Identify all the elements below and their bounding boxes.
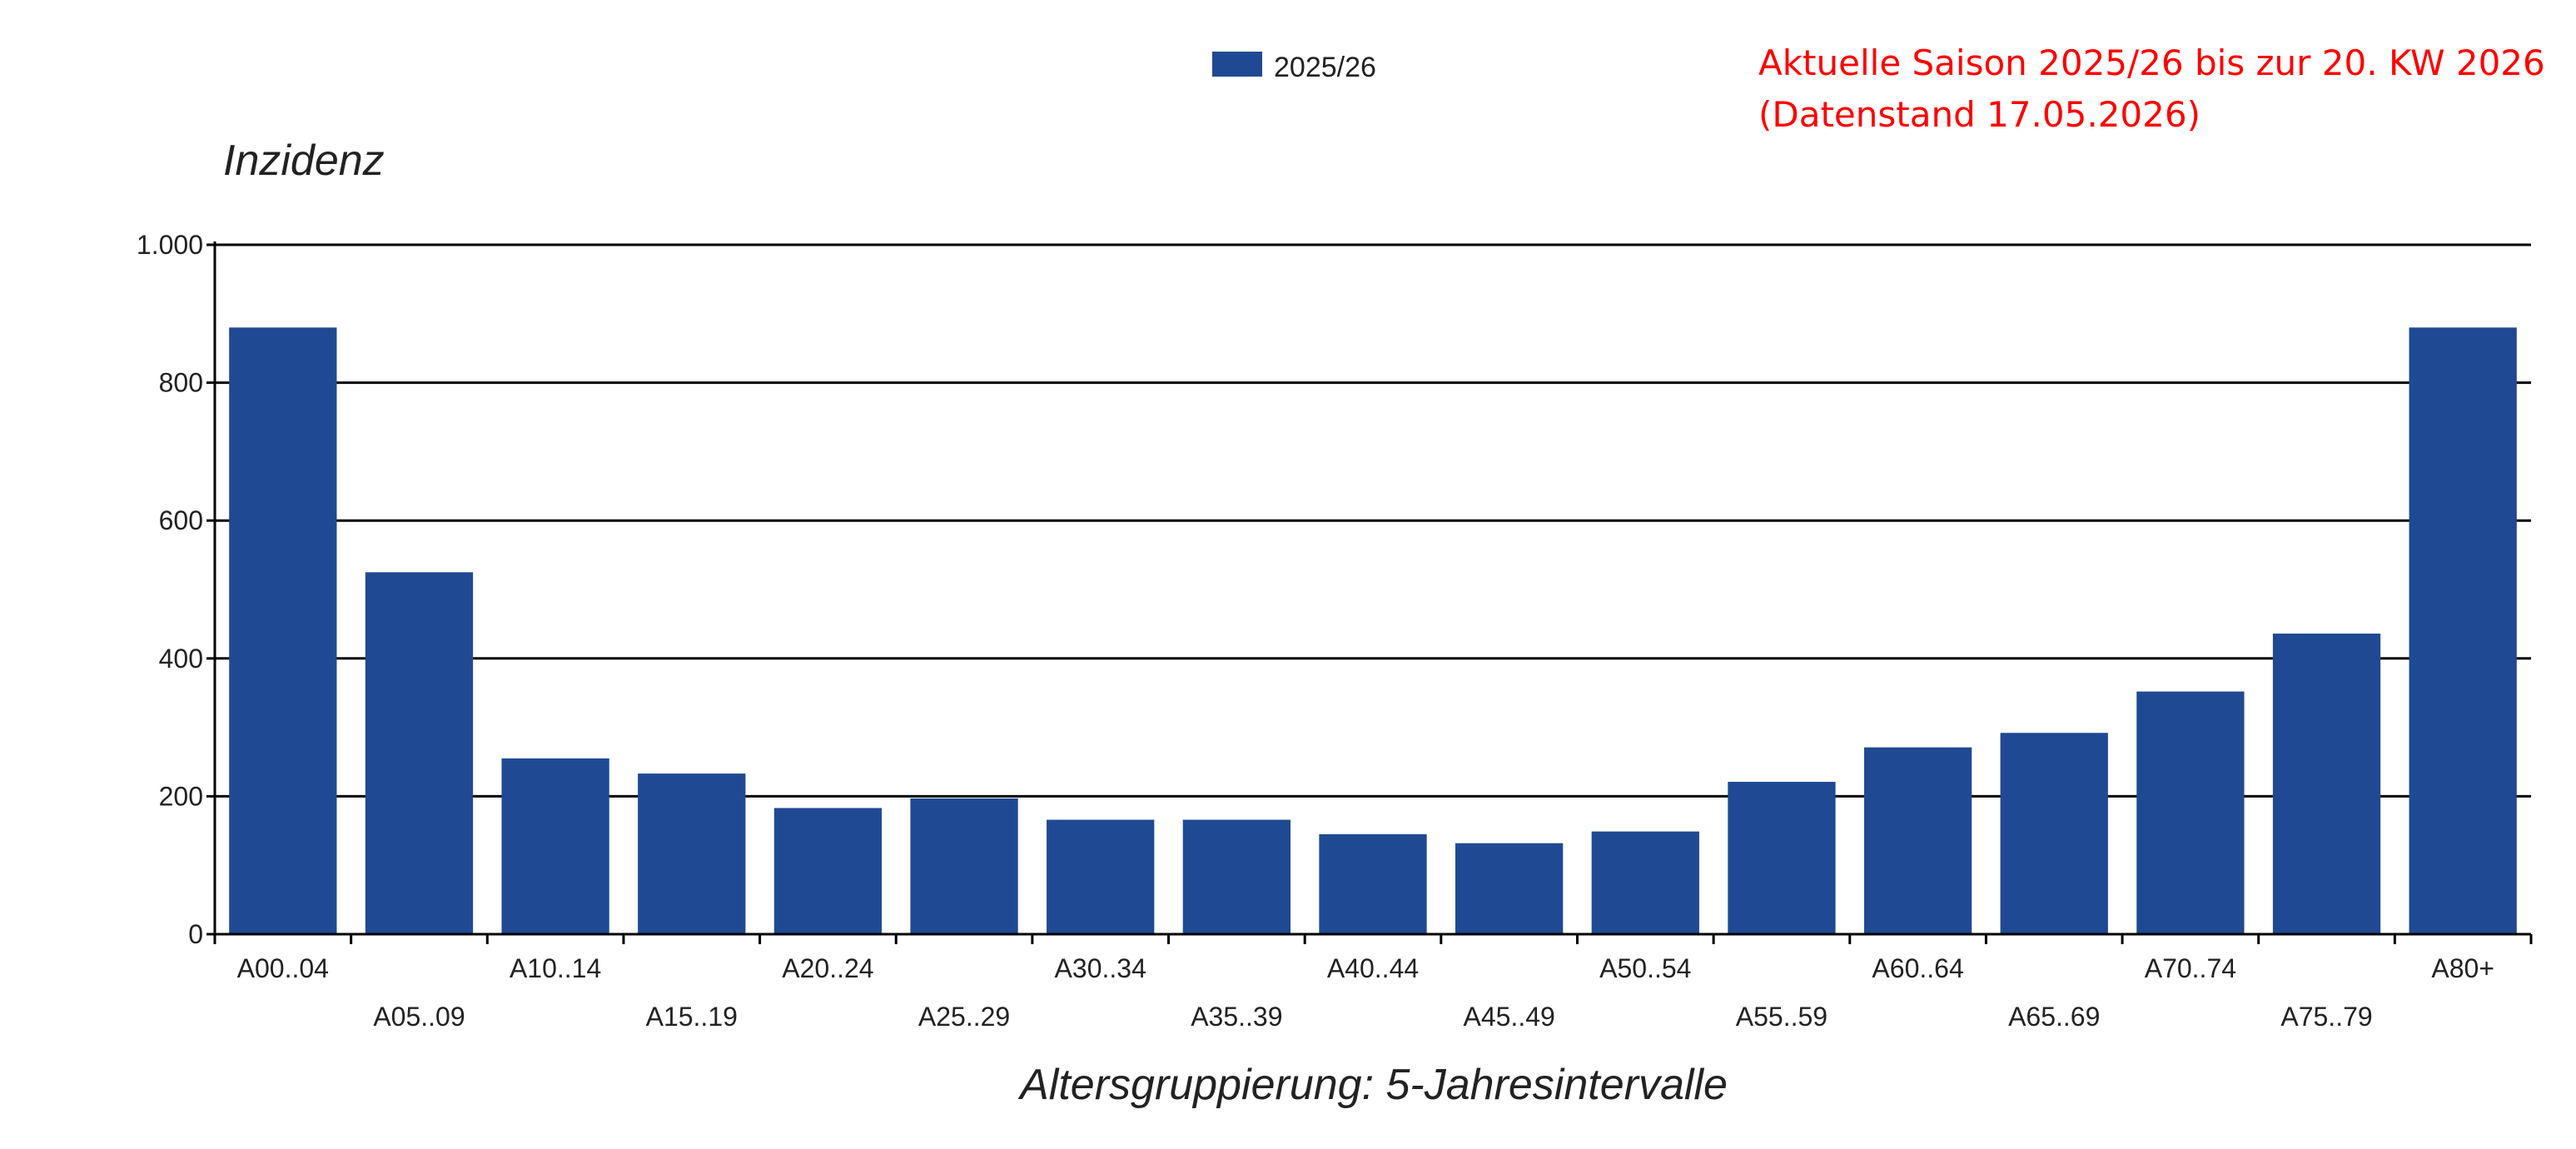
- bar-a50-54: [1591, 831, 1699, 934]
- x-tick-label: A50..54: [1599, 953, 1691, 983]
- bar-a55-59: [1728, 782, 1836, 934]
- x-tick-label: A80+: [2431, 953, 2494, 983]
- bar-a65-69: [2000, 733, 2108, 934]
- x-tick-label: A40..44: [1327, 953, 1419, 983]
- bar-a25-29: [910, 798, 1018, 934]
- axes: [206, 241, 2533, 944]
- bars: [229, 327, 2517, 934]
- x-tick-label: A10..14: [510, 953, 601, 983]
- x-tick-label: A00..04: [237, 953, 329, 983]
- season-note-line-2: (Datenstand 17.05.2026): [1758, 94, 2201, 135]
- bar-a40-44: [1319, 833, 1427, 934]
- x-tick-label: A65..69: [2008, 1002, 2100, 1032]
- season-note-line-1: Aktuelle Saison 2025/26 bis zur 20. KW 2…: [1758, 42, 2545, 83]
- bar-a30-34: [1047, 819, 1155, 934]
- x-tick-labels: A00..04 A05..09 A10..14 A15..19 A20..24 A25..…: [237, 953, 2494, 1032]
- x-tick-label: A55..59: [1736, 1002, 1828, 1032]
- x-tick-label: A15..19: [646, 1002, 738, 1032]
- bar-a80-: [2409, 327, 2517, 934]
- bar-a60-64: [1863, 747, 1972, 934]
- y-tick-label: 200: [159, 781, 203, 811]
- x-tick-label: A30..34: [1055, 953, 1146, 983]
- x-tick-label: A70..74: [2145, 953, 2236, 983]
- x-tick-label: A05..09: [373, 1002, 465, 1032]
- x-tick-label: A25..29: [918, 1002, 1010, 1032]
- x-tick-label: A20..24: [782, 953, 873, 983]
- bar-a45-49: [1455, 843, 1564, 934]
- bar-a00-04: [229, 327, 337, 934]
- legend-swatch: [1212, 52, 1262, 77]
- bar-a20-24: [773, 808, 883, 934]
- y-tick-labels: 0 200 400 600 800 1.000: [137, 230, 203, 949]
- x-tick-label: A75..79: [2280, 1002, 2372, 1032]
- x-tick-label: A60..64: [1872, 953, 1963, 983]
- bar-a75-79: [2272, 633, 2381, 934]
- y-tick-label: 800: [159, 368, 203, 398]
- bar-a10-14: [501, 758, 609, 934]
- bar-a15-19: [638, 773, 746, 934]
- legend: 2025/26: [1212, 52, 1376, 83]
- bar-a35-39: [1182, 819, 1290, 934]
- y-axis-title: Inzidenz: [223, 137, 385, 185]
- y-tick-label: 400: [159, 644, 203, 674]
- x-tick-label: A35..39: [1191, 1002, 1282, 1032]
- bar-a70-74: [2136, 691, 2245, 934]
- bar-a05-09: [365, 572, 474, 934]
- legend-label: 2025/26: [1274, 52, 1376, 83]
- y-tick-label: 0: [188, 919, 203, 949]
- y-tick-label: 1.000: [137, 230, 203, 260]
- x-axis-title: Altersgruppierung: 5-Jahresintervalle: [1017, 1061, 1728, 1109]
- y-tick-label: 600: [159, 505, 203, 535]
- x-tick-label: A45..49: [1463, 1002, 1554, 1032]
